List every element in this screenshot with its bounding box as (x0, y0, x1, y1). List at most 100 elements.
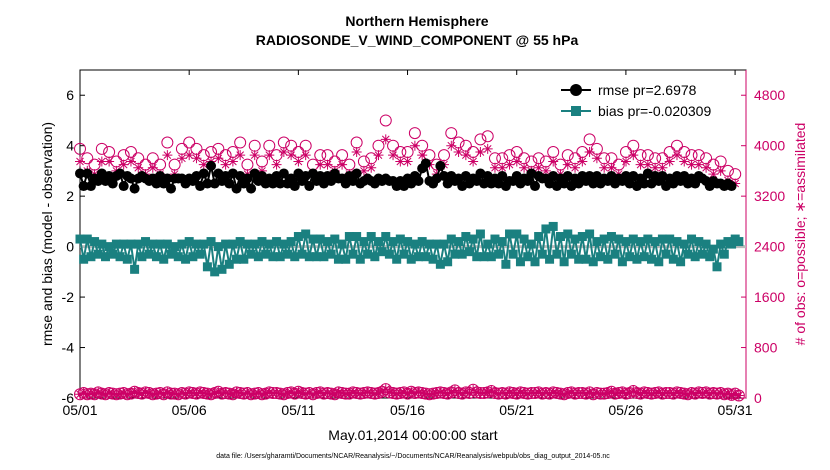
assimilated-marker (446, 140, 457, 151)
assimilated-marker (715, 387, 726, 398)
assimilated-marker (642, 159, 653, 170)
bias-point (93, 249, 103, 259)
assimilated-marker (559, 389, 570, 400)
bias-point (676, 257, 686, 267)
y-right-tick-label: 4800 (754, 87, 785, 103)
bias-point (592, 237, 602, 247)
assimilated-marker (249, 388, 260, 399)
bias-point (581, 254, 591, 264)
bias-point (479, 252, 489, 262)
assimilated-marker (584, 387, 595, 398)
assimilated-marker (511, 388, 522, 399)
bias-point (541, 224, 551, 234)
assimilated-marker (155, 387, 166, 398)
bias-point (636, 237, 646, 247)
assimilated-marker (606, 162, 617, 173)
assimilated-marker (147, 389, 158, 400)
bias-point (690, 252, 700, 262)
assimilated-marker (533, 162, 544, 173)
assimilated-marker (457, 388, 468, 399)
rmse-point (107, 178, 118, 189)
bias-point (363, 249, 373, 259)
assimilated-marker (548, 156, 559, 167)
bias-point (100, 252, 110, 262)
assimilated-marker (82, 389, 93, 400)
bias-point (559, 257, 569, 267)
possible-marker (408, 127, 421, 140)
bias-point (683, 249, 693, 259)
assimilated-marker (631, 387, 642, 398)
title: Northern Hemisphere RADIOSONDE_V_WIND_CO… (256, 13, 579, 48)
bias-point (232, 254, 242, 264)
x-tick-label: 05/01 (62, 402, 97, 418)
x-tick-label: 05/26 (608, 402, 643, 418)
assimilated-marker (162, 387, 173, 398)
rmse-point (151, 178, 162, 189)
assimilated-marker (449, 385, 460, 396)
bias-point (111, 239, 121, 249)
bias-point (333, 254, 343, 264)
bias-point (639, 252, 649, 262)
possible-marker (74, 142, 86, 155)
assimilated-marker (479, 387, 490, 398)
assimilated-marker (409, 387, 420, 398)
assimilated-marker (289, 388, 300, 399)
bias-point (312, 252, 322, 262)
bias-point (224, 259, 234, 269)
assimilated-marker (318, 388, 329, 399)
assimilated-marker (715, 165, 726, 176)
assimilated-marker (118, 159, 129, 170)
bias-point (410, 239, 420, 249)
bias-point (552, 249, 562, 259)
assimilated-marker (537, 388, 548, 399)
bias-point (490, 234, 500, 244)
assimilated-marker (610, 388, 621, 399)
assimilated-marker (125, 388, 136, 399)
assimilated-marker (621, 156, 632, 167)
bias-point (494, 249, 504, 259)
rmse-point (584, 170, 595, 181)
bias-point (588, 257, 598, 267)
possible-marker (379, 114, 392, 127)
bias-point (668, 254, 678, 264)
bias-point (475, 229, 485, 239)
y-right-tick-label: 0 (754, 390, 762, 406)
bias-point (90, 237, 100, 247)
assimilated-marker (566, 387, 577, 398)
assimilated-marker (562, 387, 573, 398)
assimilated-marker (446, 387, 457, 398)
assimilated-marker (75, 156, 85, 167)
assimilated-marker (242, 387, 253, 398)
assimilated-marker (118, 387, 129, 398)
bias-point (246, 249, 256, 259)
assimilated-marker (468, 156, 479, 167)
assimilated-marker (453, 147, 464, 157)
assimilated-marker (307, 389, 318, 400)
bias-point (526, 239, 536, 249)
assimilated-marker (482, 143, 493, 154)
assimilated-marker (522, 388, 533, 399)
bias-point (705, 252, 715, 262)
assimilated-marker (107, 388, 118, 399)
bias-point (566, 249, 576, 259)
rmse-point (267, 178, 278, 189)
bias-point (716, 239, 726, 249)
assimilated-marker (493, 388, 504, 399)
assimilated-marker (639, 387, 650, 398)
bias-point (323, 237, 333, 247)
bias-point (293, 232, 303, 242)
assimilated-marker (551, 387, 562, 398)
y-right-tick-label: 3200 (754, 188, 785, 204)
assimilated-marker (293, 386, 304, 397)
assimilated-marker (439, 387, 450, 398)
assimilated-marker (555, 388, 566, 399)
assimilated-marker (628, 386, 639, 397)
bias-point (734, 237, 744, 247)
y-left-tick-label: -4 (62, 340, 75, 356)
assimilated-marker (482, 387, 493, 398)
bias-point (341, 254, 351, 264)
bias-point (399, 249, 409, 259)
bias-point (301, 229, 311, 239)
assimilated-marker (264, 150, 275, 161)
bias-point (264, 239, 274, 249)
